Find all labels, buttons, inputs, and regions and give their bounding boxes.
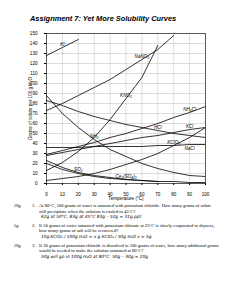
svg-text:110: 110 <box>30 71 38 76</box>
html-text:5g: 5g <box>14 222 19 228</box>
html-text:If 50 grams of water saturated: If 50 grams of water saturated with pota… <box>39 222 215 234</box>
svg-text:70: 70 <box>155 192 161 197</box>
svg-text:Ce₂(SO₄)₃: Ce₂(SO₄)₃ <box>116 174 137 179</box>
svg-text:30: 30 <box>92 192 98 197</box>
svg-text:NaCl: NaCl <box>184 146 195 151</box>
svg-text:HCl: HCl <box>154 125 163 130</box>
svg-text:Grams of solute per 100 g H₂O: Grams of solute per 100 g H₂O <box>28 77 33 140</box>
svg-text:20: 20 <box>32 161 38 166</box>
svg-text:Temperature (°C): Temperature (°C) <box>108 196 144 201</box>
svg-text:90: 90 <box>187 192 193 197</box>
svg-text:KI: KI <box>60 42 65 47</box>
svg-text:60: 60 <box>139 191 145 197</box>
svg-text:NaNO₃: NaNO₃ <box>135 54 150 59</box>
svg-text:10: 10 <box>60 192 66 197</box>
svg-text:90: 90 <box>32 91 38 96</box>
svg-text:KNO₃: KNO₃ <box>120 93 132 98</box>
html-text:2.: 2. <box>32 222 36 228</box>
html-text:At 80°C, 100 grams of water is: At 80°C, 100 grams of water is saturated… <box>39 203 212 214</box>
html-text:20g: 20g <box>14 203 21 208</box>
svg-text:20: 20 <box>76 192 82 197</box>
svg-text:0: 0 <box>35 181 38 186</box>
svg-text:130: 130 <box>30 51 38 56</box>
svg-text:100: 100 <box>29 81 38 86</box>
svg-text:KCl: KCl <box>186 124 194 129</box>
html-text:20g: 20g <box>14 242 21 248</box>
svg-text:40: 40 <box>107 191 113 197</box>
svg-text:40: 40 <box>32 141 38 146</box>
svg-text:120: 120 <box>30 61 38 66</box>
svg-text:30: 30 <box>32 151 38 156</box>
html-text:62g at 50°C, 83g at 45°C 83g –: 62g at 50°C, 83g at 45°C 83g – 52g = 31g… <box>41 214 142 220</box>
svg-text:150: 150 <box>30 31 38 36</box>
svg-text:10: 10 <box>32 171 38 176</box>
svg-text:SO₂: SO₂ <box>74 167 83 172</box>
svg-text:80: 80 <box>32 101 38 106</box>
svg-text:50: 50 <box>32 131 38 136</box>
html-text:If 30 grams of potassium chlor: If 30 grams of potassium chloride is dis… <box>39 242 219 254</box>
svg-text:NH₄Cl: NH₄Cl <box>183 107 197 112</box>
html-text:50g will go in 100g H₂O at 80°: 50g will go in 100g H₂O at 80°C: 50g – 3… <box>41 253 148 259</box>
html-text:Assignment 7: Yet More Solubil: Assignment 7: Yet More Solubility Curves <box>30 14 177 23</box>
svg-text:70: 70 <box>32 111 38 116</box>
svg-text:60: 60 <box>32 121 38 126</box>
svg-text:100: 100 <box>202 192 210 197</box>
svg-text:50: 50 <box>123 191 129 197</box>
html-text:10g KClO₃ / 100g H₂O = x g KCl: 10g KClO₃ / 100g H₂O = x g KClO₃ / 50g H… <box>41 234 152 239</box>
svg-text:NH₃: NH₃ <box>90 134 99 139</box>
svg-text:80: 80 <box>171 192 177 197</box>
svg-text:0: 0 <box>45 192 48 197</box>
svg-text:140: 140 <box>30 41 38 46</box>
html-text:3.: 3. <box>32 242 36 248</box>
svg-text:KClO₃: KClO₃ <box>167 140 180 145</box>
html-text:1.: 1. <box>32 203 36 208</box>
